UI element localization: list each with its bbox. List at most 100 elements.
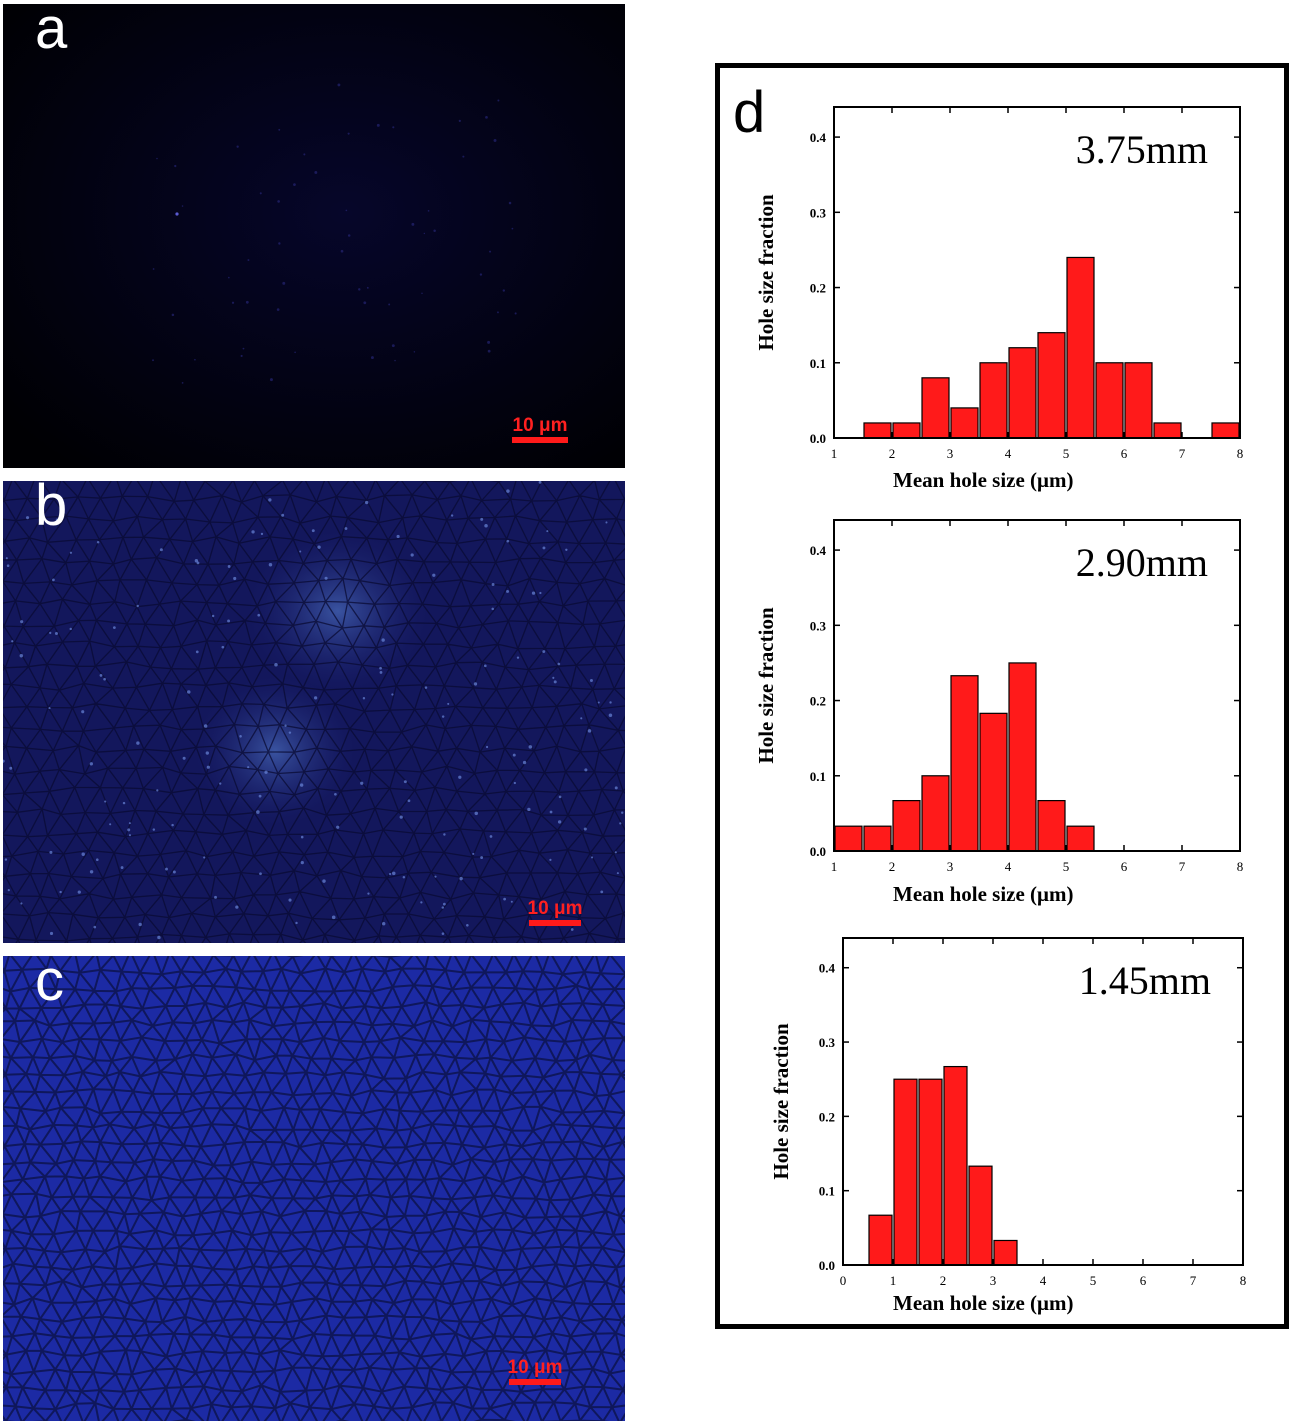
x-tick-label: 8 <box>1237 859 1244 874</box>
histogram-bar <box>1037 799 1066 852</box>
x-tick-label: 2 <box>889 446 896 461</box>
y-tick-label: 0.0 <box>810 844 826 859</box>
x-tick-label: 3 <box>947 446 954 461</box>
y-tick-label: 0.1 <box>810 769 826 784</box>
histogram-bar <box>1008 662 1037 852</box>
histogram-bar <box>1066 825 1095 852</box>
histogram-bar <box>993 1239 1018 1266</box>
scale-bar-b: 10 μm <box>522 899 588 926</box>
y-tick-label: 0.0 <box>819 1258 835 1273</box>
thickness-annotation: 2.90mm <box>1076 540 1208 585</box>
histogram-3: 0 1 2 3 4 5 6 7 8 0.0 0.1 0.2 0.3 0.4 Mean hole size (… <box>769 937 1247 1315</box>
micrograph-a: a 10 μm <box>3 4 625 468</box>
panel-d-frame <box>715 63 1289 1329</box>
y-tick-label: 0.0 <box>810 431 826 446</box>
scale-bar-label: 10 μm <box>527 898 583 919</box>
panel-label-d: d <box>733 80 766 145</box>
panel-label-a: a <box>35 4 68 61</box>
x-tick-label: 6 <box>1121 859 1128 874</box>
x-tick-label: 2 <box>889 859 896 874</box>
thickness-annotation: 1.45mm <box>1079 958 1211 1003</box>
scale-bar-line <box>509 1379 561 1385</box>
y-tick-label: 0.2 <box>810 694 826 709</box>
x-tick-label: 8 <box>1240 1273 1247 1288</box>
histogram-2: 1 2 3 4 5 6 7 8 0.0 0.1 0.2 0.3 0.4 Mean hole size (μ… <box>754 519 1244 906</box>
micrograph-c-image <box>3 956 625 1421</box>
y-tick-label: 0.2 <box>810 281 826 296</box>
x-tick-label: 3 <box>990 1273 997 1288</box>
histogram-bar <box>950 407 979 439</box>
x-tick-label: 5 <box>1090 1273 1097 1288</box>
histogram-bar <box>893 1078 918 1266</box>
x-tick-label: 8 <box>1237 446 1244 461</box>
histogram-bar <box>892 422 921 439</box>
histogram-bar <box>943 1065 968 1266</box>
y-tick-label: 0.2 <box>819 1109 835 1124</box>
x-tick-label: 1 <box>831 446 838 461</box>
y-axis-label: Hole size fraction <box>769 1023 793 1180</box>
histogram-bar <box>968 1165 993 1266</box>
x-tick-label: 3 <box>947 859 954 874</box>
histogram-1: 1 2 3 4 5 6 7 8 0.0 0.1 0.2 0.3 0.4 Mean hole size (μ… <box>754 106 1244 492</box>
histogram-bar <box>863 825 892 852</box>
histogram-bar <box>868 1214 893 1266</box>
scale-bar-label: 10 μm <box>507 1357 563 1378</box>
x-tick-label: 1 <box>890 1273 897 1288</box>
y-tick-label: 0.4 <box>810 130 827 145</box>
histogram-bar <box>863 422 892 439</box>
x-tick-label: 0 <box>840 1273 847 1288</box>
x-tick-label: 4 <box>1040 1273 1047 1288</box>
histogram-bar <box>979 712 1008 852</box>
histogram-bar <box>834 825 863 852</box>
histogram-bar <box>1066 256 1095 439</box>
x-tick-label: 7 <box>1179 446 1186 461</box>
y-axis-label: Hole size fraction <box>754 607 778 764</box>
x-tick-label: 7 <box>1190 1273 1197 1288</box>
plot-frame <box>833 519 1241 852</box>
y-tick-label: 0.4 <box>810 543 827 558</box>
x-axis-label: Mean hole size (μm) <box>893 468 1073 492</box>
micrograph-c: c 10 μm <box>3 956 625 1421</box>
micrograph-a-image <box>3 4 625 468</box>
histogram-bar <box>918 1078 943 1266</box>
plot-frame <box>833 106 1241 439</box>
y-tick-label: 0.3 <box>810 618 827 633</box>
x-tick-label: 5 <box>1063 859 1070 874</box>
histogram-bar <box>1153 422 1182 439</box>
x-axis-label: Mean hole size (μm) <box>893 1291 1073 1315</box>
x-tick-label: 6 <box>1140 1273 1147 1288</box>
panel-label-b: b <box>35 481 68 538</box>
histogram-bar <box>1124 362 1153 439</box>
y-tick-label: 0.1 <box>819 1184 835 1199</box>
scale-bar-a: 10 μm <box>507 416 573 443</box>
y-tick-label: 0.3 <box>819 1035 836 1050</box>
x-tick-label: 7 <box>1179 859 1186 874</box>
histogram-bar <box>921 775 950 852</box>
y-tick-label: 0.1 <box>810 356 826 371</box>
x-tick-label: 5 <box>1063 446 1070 461</box>
scale-bar-line <box>529 920 581 926</box>
x-tick-label: 6 <box>1121 446 1128 461</box>
y-tick-label: 0.3 <box>810 205 827 220</box>
scale-bar-c: 10 μm <box>500 1358 570 1385</box>
micrograph-b: b 10 μm <box>3 481 625 943</box>
x-tick-label: 4 <box>1005 446 1012 461</box>
histogram-bar <box>1008 347 1037 439</box>
x-tick-label: 4 <box>1005 859 1012 874</box>
x-axis-label: Mean hole size (μm) <box>893 882 1073 906</box>
histogram-bar <box>892 799 921 852</box>
y-axis-label: Hole size fraction <box>754 194 778 351</box>
scale-bar-label: 10 μm <box>512 415 568 436</box>
y-tick-label: 0.4 <box>819 961 836 976</box>
histogram-bar <box>979 362 1008 439</box>
micrograph-b-image <box>3 481 625 943</box>
panel-label-c: c <box>35 956 64 1013</box>
histogram-bar <box>1037 332 1066 439</box>
x-tick-label: 2 <box>940 1273 947 1288</box>
histogram-bar <box>1095 362 1124 439</box>
x-tick-label: 1 <box>831 859 838 874</box>
histogram-bar <box>1211 422 1240 439</box>
scale-bar-line <box>512 437 568 443</box>
thickness-annotation: 3.75mm <box>1076 127 1208 172</box>
